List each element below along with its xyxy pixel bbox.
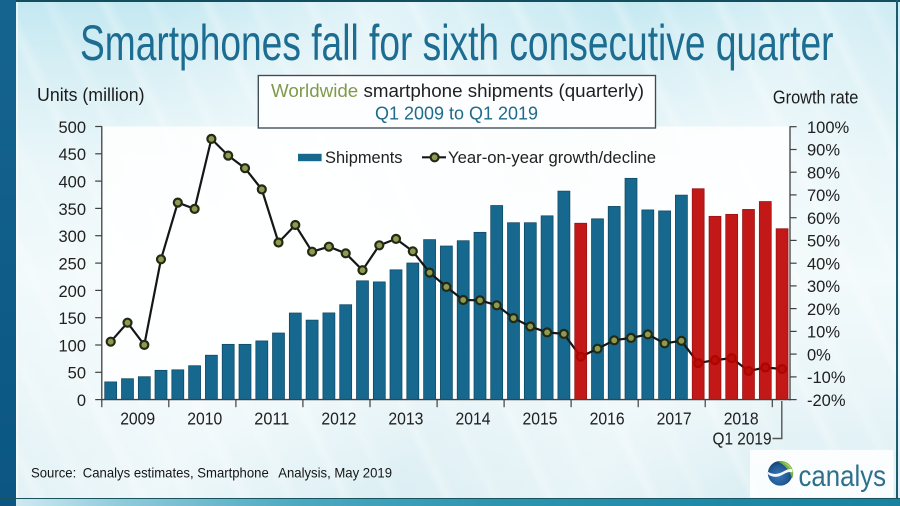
svg-text:400: 400 bbox=[58, 174, 86, 192]
svg-text:40%: 40% bbox=[807, 255, 840, 273]
svg-text:50%: 50% bbox=[807, 233, 840, 251]
svg-text:2014: 2014 bbox=[456, 408, 491, 428]
svg-text:10%: 10% bbox=[807, 324, 840, 342]
svg-text:2010: 2010 bbox=[187, 408, 222, 428]
svg-text:500: 500 bbox=[58, 119, 86, 137]
svg-text:60%: 60% bbox=[807, 210, 840, 228]
svg-text:100: 100 bbox=[58, 337, 86, 355]
svg-text:90%: 90% bbox=[807, 142, 840, 160]
svg-text:Worldwide smartphone shipments: Worldwide smartphone shipments (quarterl… bbox=[271, 80, 644, 101]
svg-text:canalys: canalys bbox=[799, 460, 887, 493]
svg-text:0: 0 bbox=[77, 392, 86, 410]
svg-text:300: 300 bbox=[58, 228, 86, 246]
svg-text:2009: 2009 bbox=[120, 408, 155, 428]
svg-text:2011: 2011 bbox=[254, 408, 289, 428]
svg-text:70%: 70% bbox=[807, 187, 840, 205]
svg-text:Q1 2009 to Q1 2019: Q1 2009 to Q1 2019 bbox=[375, 102, 538, 123]
svg-text:20%: 20% bbox=[807, 301, 840, 319]
svg-text:80%: 80% bbox=[807, 164, 840, 182]
svg-text:Shipments: Shipments bbox=[325, 148, 403, 167]
svg-text:100%: 100% bbox=[807, 119, 850, 137]
svg-text:2016: 2016 bbox=[590, 408, 625, 428]
svg-text:200: 200 bbox=[58, 283, 86, 301]
svg-text:-20%: -20% bbox=[807, 392, 846, 410]
svg-text:Q1 2019: Q1 2019 bbox=[713, 429, 772, 449]
svg-text:350: 350 bbox=[58, 201, 86, 219]
svg-text:150: 150 bbox=[58, 310, 86, 328]
svg-text:Units (million): Units (million) bbox=[37, 84, 145, 105]
svg-text:0%: 0% bbox=[807, 346, 831, 364]
svg-text:-10%: -10% bbox=[807, 369, 846, 387]
svg-text:Source: Canalys estimates, Sma: Source: Canalys estimates, Smartphone An… bbox=[31, 465, 392, 480]
svg-text:2017: 2017 bbox=[657, 408, 692, 428]
svg-text:30%: 30% bbox=[807, 278, 840, 296]
svg-text:2013: 2013 bbox=[388, 408, 423, 428]
svg-text:2018: 2018 bbox=[724, 408, 759, 428]
svg-text:250: 250 bbox=[58, 256, 86, 274]
svg-text:450: 450 bbox=[58, 146, 86, 164]
svg-text:Smartphones fall for sixth con: Smartphones fall for sixth consecutive q… bbox=[80, 15, 834, 71]
svg-text:2015: 2015 bbox=[523, 408, 558, 428]
svg-text:Growth rate: Growth rate bbox=[773, 87, 859, 108]
svg-text:2012: 2012 bbox=[321, 408, 356, 428]
svg-text:50: 50 bbox=[68, 365, 86, 383]
svg-text:Year-on-year growth/decline: Year-on-year growth/decline bbox=[448, 148, 656, 167]
